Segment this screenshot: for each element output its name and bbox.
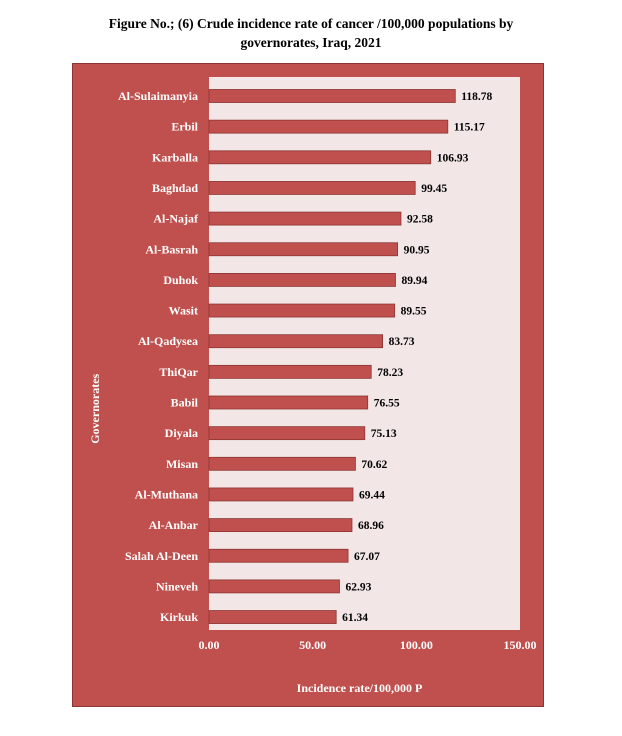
value-labels: 118.78 115.17 106.93 99.45 92.58 90.95 89.94 89…: [342, 91, 492, 624]
value-label: 70.62: [361, 459, 387, 471]
category-label: Wasit: [169, 304, 198, 318]
value-label: 115.17: [454, 122, 485, 134]
bar: [208, 181, 416, 195]
bar: [208, 395, 369, 410]
chart-title-line-2: governorates, Iraq, 2021: [240, 35, 382, 50]
value-label: 89.94: [401, 275, 427, 287]
category-label: ThiQar: [159, 365, 198, 379]
bar: [208, 610, 337, 624]
value-label: 69.44: [359, 489, 385, 501]
category-label: Al-Muthana: [135, 487, 198, 501]
category-label: Al-Qadysea: [138, 334, 198, 348]
category-label: Salah Al-Deen: [125, 549, 198, 563]
bar: [208, 334, 384, 349]
category-label: Al-Basrah: [145, 242, 198, 256]
category-label: Misan: [166, 457, 198, 471]
bar: [208, 211, 402, 226]
bar: [208, 303, 396, 318]
bar: [208, 426, 366, 441]
value-label: 68.96: [358, 520, 384, 532]
category-label: Kirkuk: [160, 610, 198, 624]
value-label: 83.73: [389, 336, 415, 348]
bar: [208, 150, 432, 165]
bar-chart: Al-Sulaimanyia Erbil Karballa Baghdad Al-Naj…: [88, 77, 537, 695]
value-label: 106.93: [437, 152, 469, 164]
bar: [208, 548, 349, 563]
category-label: Al-Najaf: [153, 212, 199, 226]
category-label: Duhok: [163, 273, 198, 287]
x-tick-label: 150.00: [504, 638, 537, 652]
value-label: 62.93: [345, 581, 371, 593]
x-tick-label: 100.00: [400, 638, 433, 652]
value-label: 89.55: [401, 306, 427, 318]
x-axis-ticks: 0.00 50.00 100.00 150.00: [199, 638, 537, 652]
bars: [208, 89, 456, 624]
value-label: 61.34: [342, 612, 368, 624]
value-label: 67.07: [354, 551, 380, 563]
chart-title: Figure No.; (6) Crude incidence rate of …: [60, 14, 562, 52]
bar: [208, 518, 353, 533]
category-label: Al-Sulaimanyia: [118, 89, 198, 103]
value-label: 75.13: [371, 428, 397, 440]
chart-title-line-1: Figure No.; (6) Crude incidence rate of …: [108, 16, 514, 31]
value-label: 78.23: [377, 367, 403, 379]
x-tick-label: 50.00: [299, 638, 326, 652]
bar: [208, 456, 356, 471]
bar: [208, 487, 354, 502]
value-label: 99.45: [421, 183, 447, 195]
bar: [208, 272, 396, 287]
bar: [208, 119, 449, 134]
bar: [208, 242, 398, 257]
value-label: 90.95: [404, 244, 430, 256]
category-label: Nineveh: [156, 579, 198, 593]
bar: [208, 579, 340, 594]
category-label: Baghdad: [152, 181, 198, 195]
y-axis-label: Governorates: [88, 373, 102, 443]
category-label: Erbil: [171, 120, 198, 134]
category-label: Babil: [171, 396, 199, 410]
value-label: 92.58: [407, 214, 433, 226]
x-axis-label: Incidence rate/100,000 P: [297, 681, 423, 695]
bar: [208, 89, 456, 103]
category-label: Karballa: [152, 150, 198, 164]
chart-frame: Al-Sulaimanyia Erbil Karballa Baghdad Al-Naj…: [72, 63, 544, 707]
plot-area: [209, 77, 520, 630]
value-label: 76.55: [374, 398, 400, 410]
category-labels: Al-Sulaimanyia Erbil Karballa Baghdad Al-Naj…: [118, 89, 199, 624]
category-label: Diyala: [165, 426, 198, 440]
bar: [208, 364, 372, 379]
x-tick-label: 0.00: [199, 638, 220, 652]
value-label: 118.78: [461, 91, 492, 103]
category-label: Al-Anbar: [149, 518, 199, 532]
